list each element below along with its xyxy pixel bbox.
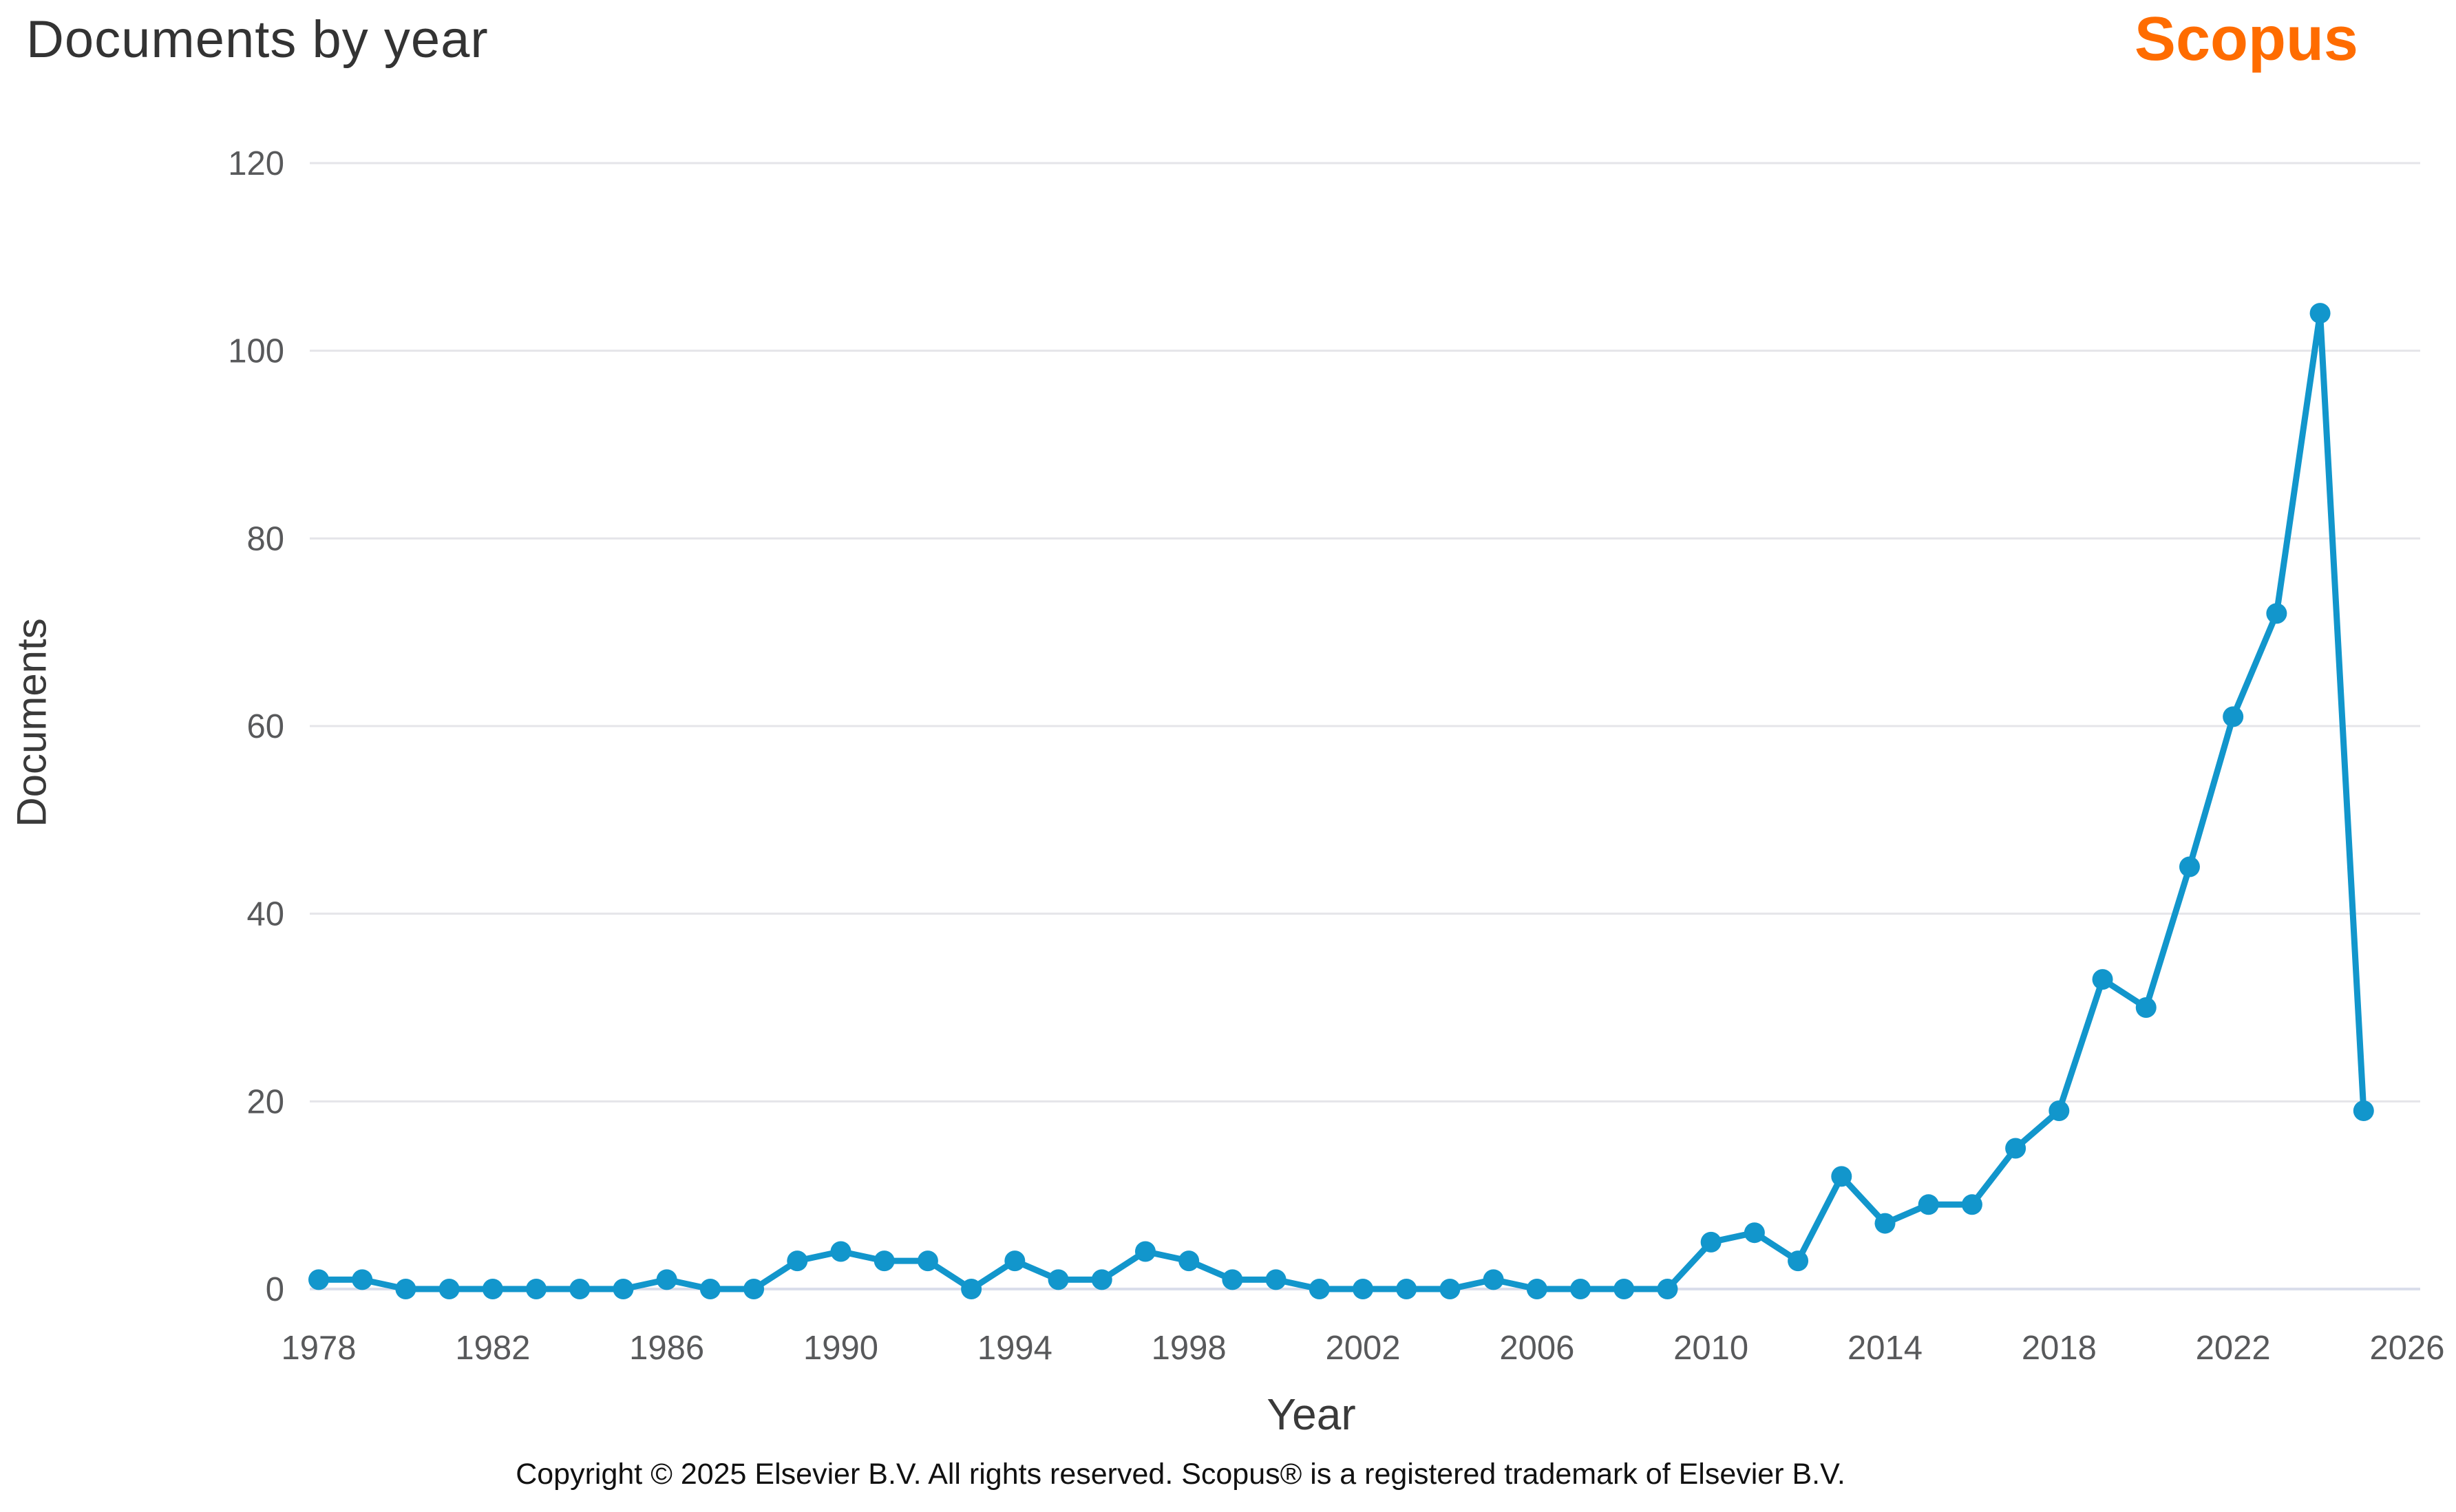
data-point-2013[interactable]: [1831, 1166, 1852, 1187]
series-line-documents: [315, 310, 2367, 1292]
data-point-1994[interactable]: [1004, 1250, 1026, 1272]
data-point-2023[interactable]: [2266, 603, 2287, 624]
x-tick-label-2010: 2010: [1673, 1330, 1748, 1367]
data-point-1989[interactable]: [787, 1250, 808, 1272]
data-point-2000[interactable]: [1265, 1269, 1287, 1290]
data-point-1983[interactable]: [526, 1279, 547, 1299]
y-tick-label-0: 0: [266, 1271, 284, 1308]
x-tick-label-1978: 1978: [281, 1330, 356, 1367]
data-point-2017[interactable]: [2005, 1138, 2026, 1159]
data-point-2011[interactable]: [1744, 1222, 1765, 1244]
data-point-2001[interactable]: [1309, 1279, 1330, 1299]
data-point-2009[interactable]: [1657, 1279, 1678, 1299]
y-tick-label-120: 120: [228, 145, 284, 182]
data-point-2002[interactable]: [1352, 1279, 1373, 1299]
data-point-2019[interactable]: [2092, 969, 2113, 990]
data-point-2021[interactable]: [2179, 856, 2200, 877]
data-point-2016[interactable]: [1961, 1194, 1982, 1215]
y-tick-label-20: 20: [246, 1083, 284, 1120]
data-point-2012[interactable]: [1788, 1250, 1809, 1272]
data-point-1993[interactable]: [961, 1279, 982, 1299]
data-point-2006[interactable]: [1526, 1279, 1547, 1299]
x-tick-label-1994: 1994: [977, 1330, 1052, 1367]
data-point-1999[interactable]: [1222, 1269, 1243, 1290]
y-tick-label-100: 100: [228, 333, 284, 370]
data-point-2007[interactable]: [1570, 1279, 1591, 1299]
y-tick-label-60: 60: [246, 708, 284, 745]
data-point-2004[interactable]: [1439, 1279, 1461, 1299]
x-axis-title: Year: [1267, 1389, 1356, 1439]
data-point-1980[interactable]: [395, 1279, 416, 1299]
data-point-2025[interactable]: [2353, 1100, 2374, 1121]
data-point-1981[interactable]: [438, 1279, 460, 1299]
data-point-2010[interactable]: [1700, 1231, 1722, 1253]
data-point-1998[interactable]: [1178, 1250, 1200, 1272]
data-point-1982[interactable]: [482, 1279, 503, 1299]
data-point-2008[interactable]: [1613, 1279, 1635, 1299]
x-tick-label-1990: 1990: [803, 1330, 878, 1367]
data-point-2020[interactable]: [2135, 997, 2157, 1019]
data-point-2024[interactable]: [2309, 303, 2331, 324]
data-point-1992[interactable]: [917, 1250, 938, 1272]
x-tick-label-2006: 2006: [1499, 1330, 1574, 1367]
x-tick-label-2018: 2018: [2022, 1330, 2097, 1367]
x-tick-label-2026: 2026: [2369, 1330, 2444, 1367]
data-point-2014[interactable]: [1874, 1213, 1896, 1234]
y-tick-label-40: 40: [246, 896, 284, 933]
y-tick-label-80: 80: [246, 520, 284, 557]
x-tick-label-2002: 2002: [1325, 1330, 1400, 1367]
data-point-1991[interactable]: [874, 1250, 895, 1272]
data-point-1996[interactable]: [1091, 1269, 1112, 1290]
data-point-1986[interactable]: [656, 1269, 677, 1290]
data-point-1988[interactable]: [743, 1279, 765, 1299]
data-point-1979[interactable]: [352, 1269, 373, 1290]
data-point-2022[interactable]: [2223, 706, 2244, 727]
y-axis-title: Documents: [8, 618, 55, 827]
x-tick-label-2014: 2014: [1848, 1330, 1923, 1367]
data-point-2005[interactable]: [1483, 1269, 1504, 1290]
data-point-2015[interactable]: [1918, 1194, 1939, 1215]
x-tick-label-1986: 1986: [629, 1330, 704, 1367]
data-point-1990[interactable]: [830, 1241, 851, 1262]
data-point-2003[interactable]: [1396, 1279, 1417, 1299]
data-point-1995[interactable]: [1048, 1269, 1069, 1290]
data-point-1984[interactable]: [569, 1279, 591, 1299]
x-tick-label-1998: 1998: [1152, 1330, 1227, 1367]
copyright-notice: Copyright © 2025 Elsevier B.V. All right…: [516, 1458, 1845, 1491]
x-tick-label-2022: 2022: [2196, 1330, 2271, 1367]
data-point-1997[interactable]: [1134, 1241, 1156, 1262]
chart-title: Documents by year: [26, 10, 489, 69]
data-point-2018[interactable]: [2049, 1100, 2070, 1121]
data-point-1985[interactable]: [613, 1279, 634, 1299]
data-point-1978[interactable]: [308, 1269, 329, 1290]
scopus-logo: Scopus: [2134, 5, 2358, 74]
x-tick-label-1982: 1982: [455, 1330, 530, 1367]
data-point-1987[interactable]: [699, 1279, 721, 1299]
